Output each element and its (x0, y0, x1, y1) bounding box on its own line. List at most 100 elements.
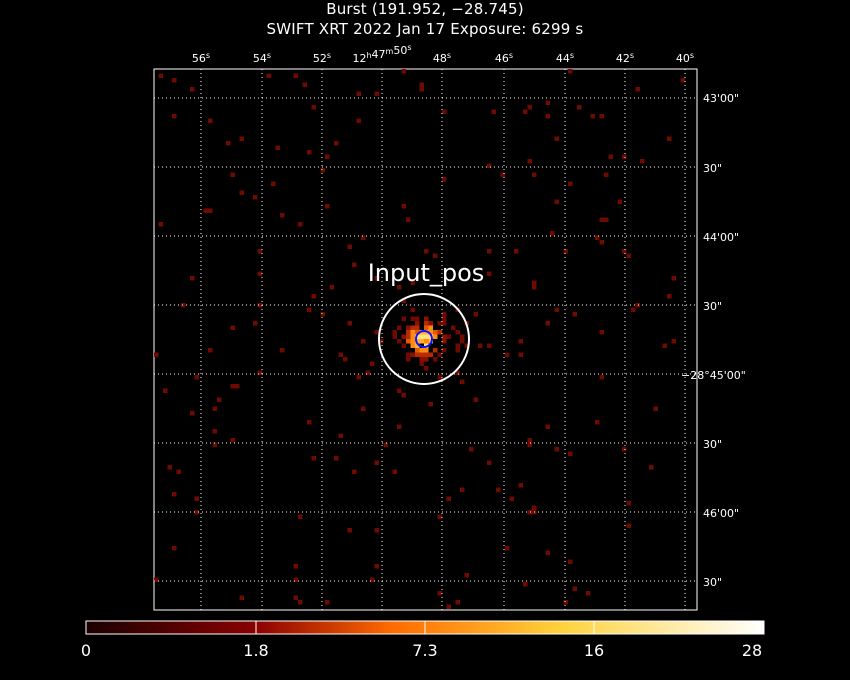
count-pixel (410, 325, 415, 330)
count-pixel (545, 100, 550, 105)
count-pixel (599, 114, 604, 119)
count-pixel (626, 253, 631, 258)
source-region-circle[interactable] (378, 293, 470, 385)
count-pixel (320, 168, 325, 173)
count-pixel (424, 352, 429, 357)
ra-tick-label: 52s (313, 51, 331, 65)
count-pixel (473, 397, 478, 402)
count-pixel (419, 339, 424, 344)
count-pixel (374, 276, 379, 281)
count-pixel (568, 451, 573, 456)
count-pixel (437, 375, 442, 380)
error-circle[interactable] (415, 330, 433, 348)
count-pixel (235, 384, 240, 389)
count-pixel (410, 352, 415, 357)
colorbar-tick-label: 0 (81, 641, 91, 660)
count-pixel (554, 136, 559, 141)
count-pixel (293, 73, 298, 78)
count-pixel (626, 523, 631, 528)
count-pixel (437, 330, 442, 335)
count-pixel (424, 357, 429, 362)
count-pixel (437, 514, 442, 519)
count-pixel (433, 357, 438, 362)
count-pixel (302, 82, 307, 87)
count-pixel (419, 334, 424, 339)
count-pixel (442, 348, 447, 353)
ra-tick-label: 48s (433, 51, 451, 65)
count-pixel (554, 307, 559, 312)
count-pixel (190, 87, 195, 92)
count-pixel (671, 276, 676, 281)
count-pixel (230, 172, 235, 177)
count-pixel (311, 294, 316, 299)
count-pixel (460, 379, 465, 384)
count-pixel (374, 460, 379, 465)
count-pixel (635, 87, 640, 92)
count-pixel (667, 136, 672, 141)
count-pixel (667, 294, 672, 299)
count-pixel (167, 465, 172, 470)
count-pixel (433, 334, 438, 339)
count-pixel (298, 222, 303, 227)
count-pixel (334, 141, 339, 146)
ra-tick-label: 46s (495, 51, 513, 65)
count-pixel (545, 321, 550, 326)
count-pixel (487, 163, 492, 168)
count-pixel (604, 172, 609, 177)
count-pixel (374, 330, 379, 335)
count-pixel (568, 181, 573, 186)
count-pixel (329, 285, 334, 290)
count-pixel (446, 604, 451, 609)
dec-tick-label: 46'00" (703, 507, 739, 520)
count-pixel (446, 334, 451, 339)
dec-tick-label: 43'00" (703, 92, 739, 105)
colorbar-tick-label: 16 (584, 641, 604, 660)
dec-tick-label: 44'00" (703, 231, 739, 244)
count-pixel (230, 325, 235, 330)
count-pixel (680, 78, 685, 83)
count-pixel (424, 325, 429, 330)
count-pixel (550, 231, 555, 236)
count-pixel (415, 343, 420, 348)
count-pixel (532, 172, 537, 177)
count-pixel (266, 73, 271, 78)
count-pixel (253, 321, 258, 326)
count-pixel (172, 546, 177, 551)
count-pixel (365, 370, 370, 375)
count-pixel (424, 316, 429, 321)
count-pixel (257, 303, 262, 308)
count-pixel (338, 433, 343, 438)
count-pixel (649, 465, 654, 470)
count-pixel (280, 213, 285, 218)
count-pixel (437, 591, 442, 596)
ra-tick-label: 56s (192, 51, 210, 65)
colorbar-tick-label: 7.3 (412, 641, 437, 660)
count-pixel (599, 217, 604, 222)
count-pixel (338, 352, 343, 357)
count-pixel (518, 339, 523, 344)
count-pixel (595, 235, 600, 240)
count-pixel (415, 352, 420, 357)
count-pixel (257, 249, 262, 254)
count-pixel (397, 388, 402, 393)
count-pixel (518, 483, 523, 488)
count-pixel (473, 312, 478, 317)
ra-tick-label: 12h47m50s (352, 43, 411, 65)
count-pixel (442, 339, 447, 344)
count-pixel (325, 204, 330, 209)
count-pixel (401, 204, 406, 209)
count-pixel (347, 244, 352, 249)
count-pixel (599, 330, 604, 335)
count-pixel (325, 600, 330, 605)
count-pixel (622, 154, 627, 159)
count-pixel (424, 348, 429, 353)
colorbar-labels: 0 1.8 7.3 16 28 (81, 641, 762, 660)
count-pixel (361, 339, 366, 344)
count-pixel (595, 420, 600, 425)
colorbar-tick-label: 28 (742, 641, 762, 660)
count-pixel (527, 438, 532, 443)
dec-tick-label: −28°45'00" (681, 369, 746, 382)
count-pixel (154, 352, 159, 357)
count-pixel (410, 343, 415, 348)
